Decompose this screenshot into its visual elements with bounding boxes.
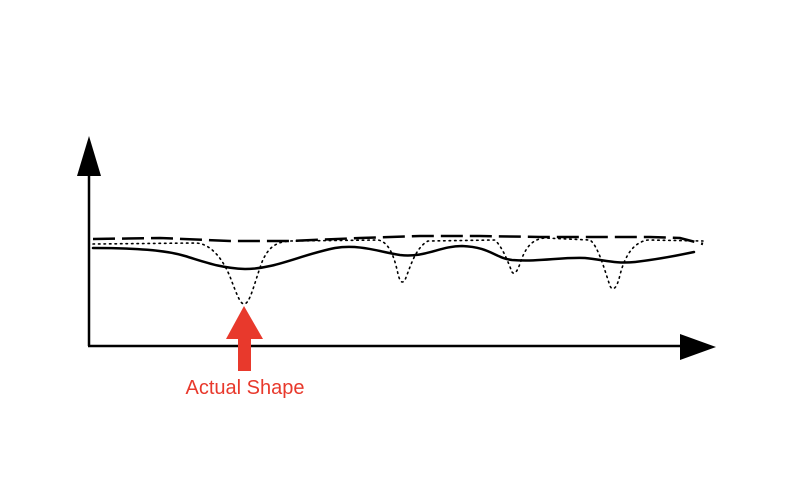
actual-shape-label: Actual Shape	[186, 377, 305, 399]
x-axis-arrowhead	[680, 334, 716, 360]
solid-line	[91, 244, 696, 271]
y-axis-arrowhead	[77, 136, 101, 176]
dotted-line	[92, 237, 704, 305]
dashed-line	[92, 234, 704, 246]
actual-shape-arrow-icon	[226, 306, 263, 371]
